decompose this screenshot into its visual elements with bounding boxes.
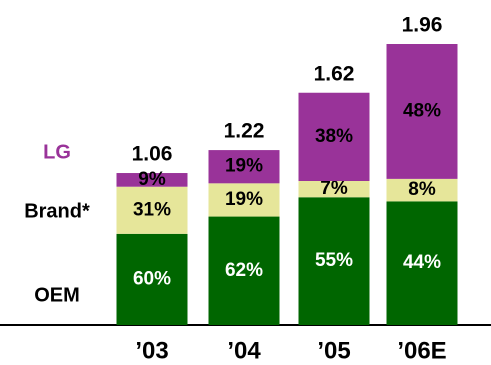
segment-label: 62% xyxy=(225,260,263,281)
segment-label: 38% xyxy=(315,126,353,147)
segment-label: 55% xyxy=(315,250,353,271)
bar-segment xyxy=(386,201,458,325)
segment-label: 19% xyxy=(225,156,263,177)
series-name: Brand* xyxy=(24,200,90,222)
bar-segment xyxy=(208,216,280,325)
total-label: 1.06 xyxy=(132,143,173,166)
bar-segment xyxy=(208,183,280,217)
total-label: 1.96 xyxy=(402,14,443,37)
bar-segment xyxy=(386,44,458,179)
bar-segment xyxy=(208,150,280,184)
segment-label: 31% xyxy=(133,199,171,220)
x-tick-label: ’06E xyxy=(397,337,446,364)
bar-segment xyxy=(116,173,188,187)
bar-segment xyxy=(116,186,188,234)
segment-label: 44% xyxy=(403,252,441,273)
x-tick-label: ’04 xyxy=(227,337,261,364)
total-label: 1.62 xyxy=(314,62,355,85)
bar-segment xyxy=(298,181,370,198)
series-name: LG xyxy=(43,141,71,163)
segment-label: 7% xyxy=(320,178,348,199)
bar-segment xyxy=(386,178,458,202)
x-tick-label: ’05 xyxy=(317,337,350,364)
bar-segment xyxy=(116,233,188,325)
series-name: OEM xyxy=(34,284,80,306)
segment-label: 8% xyxy=(408,179,436,200)
segment-label: 9% xyxy=(138,169,166,190)
bar-segment xyxy=(298,197,370,325)
total-label: 1.22 xyxy=(224,120,265,143)
segment-label: 19% xyxy=(225,189,263,210)
segment-label: 48% xyxy=(403,100,441,121)
x-tick-label: ’03 xyxy=(135,337,168,364)
segment-label: 60% xyxy=(133,268,171,289)
bar-segment xyxy=(298,92,370,182)
